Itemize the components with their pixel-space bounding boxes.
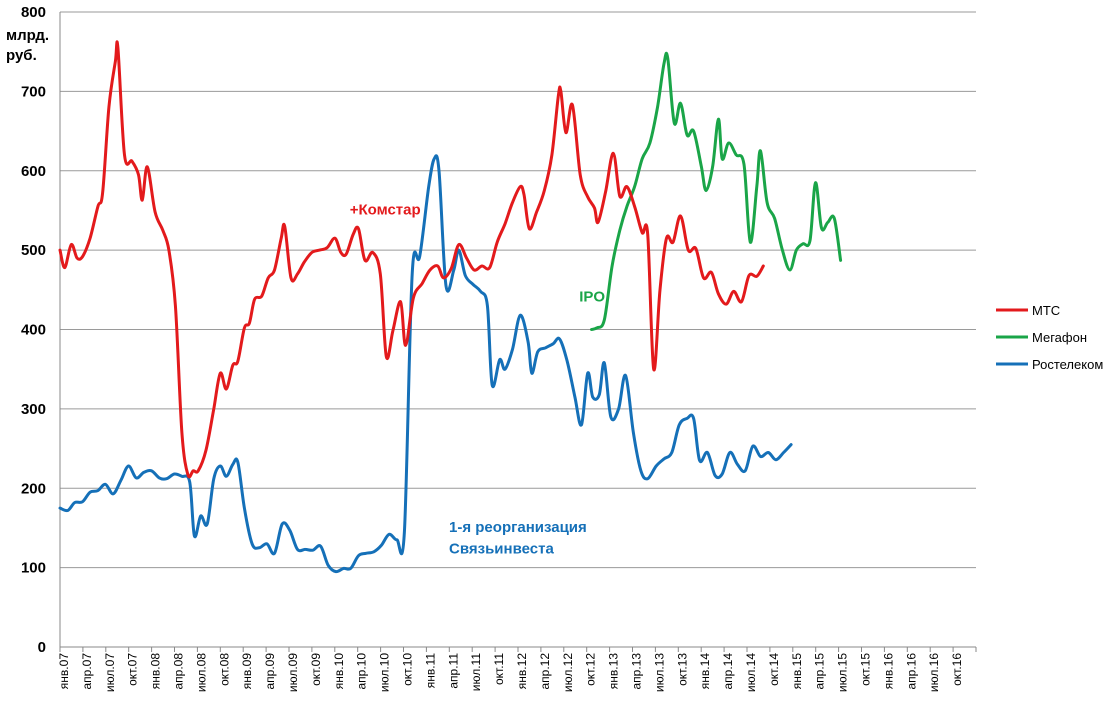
x-tick-label: апр.14 <box>721 653 735 690</box>
y-tick-label: 700 <box>21 83 46 100</box>
x-tick-label: янв.11 <box>423 653 437 689</box>
y-tick-label: 400 <box>21 322 46 339</box>
x-tick-label: апр.11 <box>446 653 460 689</box>
y-tick-label: 600 <box>21 163 46 180</box>
x-tick-label: окт.07 <box>126 653 140 686</box>
x-tick-label: июл.11 <box>469 653 483 692</box>
x-tick-label: янв.14 <box>698 653 712 690</box>
x-tick-label: июл.10 <box>378 653 392 692</box>
y-tick-label: 200 <box>21 480 46 497</box>
y-unit-label-line-2: руб. <box>6 47 37 64</box>
x-tick-label: янв.09 <box>240 653 254 690</box>
legend: МТС Мегафон Ростелеком <box>996 303 1103 372</box>
legend-label: Ростелеком <box>1032 357 1103 372</box>
x-tick-label: апр.13 <box>630 653 644 690</box>
x-tick-label: апр.09 <box>263 653 277 690</box>
x-tick-label: янв.12 <box>515 653 529 690</box>
y-tick-label: 800 <box>21 4 46 21</box>
x-tick-label: окт.09 <box>309 653 323 686</box>
x-tick-label: апр.10 <box>355 653 369 690</box>
x-tick-label: янв.16 <box>881 653 895 690</box>
y-axis: 0 100 200 300 400 500 600 700 800 <box>21 4 61 656</box>
y-tick-label: 0 <box>38 639 46 656</box>
x-tick-label: июл.07 <box>103 653 117 692</box>
x-tick-label: июл.08 <box>194 653 208 692</box>
x-tick-label: апр.16 <box>904 653 918 690</box>
annotation: 1-я реорганизация <box>449 519 587 536</box>
x-tick-label: июл.14 <box>744 653 758 692</box>
series-line-mts <box>58 40 765 479</box>
annotation: +Комстар <box>350 201 421 218</box>
x-tick-label: янв.13 <box>607 653 621 690</box>
x-tick-label: янв.10 <box>332 653 346 690</box>
legend-label: МТС <box>1032 303 1060 318</box>
y-tick-label: 100 <box>21 560 46 577</box>
x-tick-label: окт.10 <box>401 653 415 686</box>
x-tick-label: апр.07 <box>80 653 94 690</box>
x-tick-label: апр.15 <box>813 653 827 690</box>
x-tick-label: янв.08 <box>149 653 163 690</box>
x-axis: янв.07 апр.07 июл.07 окт.07 янв.08 апр.08 июл.… <box>57 647 977 692</box>
x-tick-label: окт.08 <box>217 653 231 686</box>
y-tick-label: 300 <box>21 401 46 418</box>
annotation: IPO <box>579 289 605 306</box>
series-line-rostelecom <box>58 154 793 574</box>
x-tick-label: янв.07 <box>57 653 71 690</box>
x-tick-label: окт.12 <box>584 653 598 686</box>
y-unit-label-line-1: млрд. <box>6 27 49 44</box>
x-tick-label: июл.09 <box>286 653 300 692</box>
x-tick-label: янв.15 <box>790 653 804 690</box>
x-tick-label: апр.08 <box>172 653 186 690</box>
x-tick-label: апр.12 <box>538 653 552 690</box>
legend-label: Мегафон <box>1032 330 1087 345</box>
annotations: +Комстар IPO 1-я реорганизация Связьинвеста <box>350 201 606 557</box>
x-tick-label: июл.12 <box>561 653 575 692</box>
x-tick-label: окт.16 <box>950 653 964 686</box>
x-tick-label: окт.15 <box>859 653 873 686</box>
x-tick-label: июл.13 <box>652 653 666 692</box>
y-tick-label: 500 <box>21 242 46 259</box>
x-tick-label: июл.16 <box>927 653 941 692</box>
annotation: Связьинвеста <box>449 540 554 557</box>
series-lines <box>58 40 843 574</box>
x-tick-label: окт.11 <box>492 653 506 685</box>
x-tick-label: июл.15 <box>836 653 850 692</box>
x-tick-label: окт.14 <box>767 653 781 686</box>
series-line-megafon <box>590 51 843 331</box>
x-tick-label: окт.13 <box>675 653 689 686</box>
